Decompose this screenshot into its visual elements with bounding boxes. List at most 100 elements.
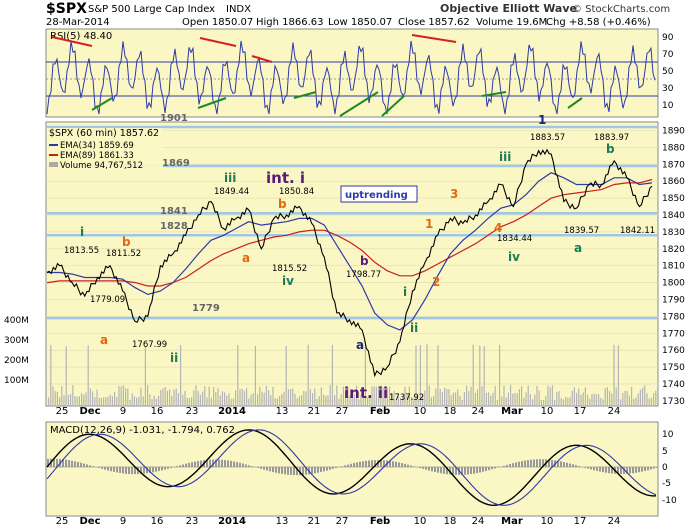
macd-histogram-bar (68, 460, 70, 467)
volume-bar (386, 388, 388, 406)
macd-histogram-bar (476, 467, 478, 474)
macd-tick-label: 0 (662, 463, 668, 473)
macd-histogram-bar (533, 459, 535, 467)
volume-bar (569, 397, 571, 406)
macd-histogram-bar (629, 467, 631, 474)
volume-bar (171, 395, 173, 406)
volume-bar (98, 397, 100, 406)
macd-histogram-bar (161, 467, 163, 471)
wave-b4-val: 1883.97 (594, 133, 629, 143)
volume-bar (518, 389, 520, 406)
wave-iv2-val: 1834.44 (497, 234, 532, 244)
wave-1o: 1 (425, 217, 433, 231)
volume-bar (318, 396, 320, 406)
macd-histogram-bar (125, 467, 127, 474)
macd-histogram-bar (551, 459, 553, 467)
volume-bar (109, 394, 111, 406)
date-label: 28-Mar-2014 (46, 17, 110, 28)
macd-histogram-bar (488, 467, 490, 471)
macd-histogram-bar (353, 463, 355, 467)
macd-histogram-bar (542, 459, 544, 467)
macd-histogram-bar (110, 467, 112, 472)
volume-bar (239, 389, 241, 406)
volume-bar (228, 393, 230, 406)
macd-histogram-bar (296, 467, 298, 476)
macd-histogram-bar (404, 463, 406, 467)
macd-histogram-bar (596, 467, 598, 471)
volume-bar (281, 394, 283, 406)
macd-histogram-bar (323, 467, 325, 472)
macd-histogram-bar (449, 467, 451, 475)
volume-bar (516, 393, 518, 406)
volume-bar (210, 397, 212, 406)
macd-histogram-bar (362, 461, 364, 467)
volume-bar (217, 388, 219, 406)
volume-bar (107, 396, 109, 406)
price-tick-label: 1770 (662, 329, 685, 339)
volume-bar (279, 395, 281, 406)
wave-1-val: 1883.57 (530, 133, 565, 143)
volume-bar (177, 393, 179, 406)
macd-histogram-bar (590, 467, 592, 470)
volume-bar (338, 398, 340, 406)
macd-histogram-bar (278, 467, 280, 474)
volume-bar (400, 397, 402, 406)
volume-bar (626, 390, 628, 406)
volume-bar (532, 399, 534, 406)
volume-bar (547, 385, 549, 406)
volume-bar (307, 344, 309, 406)
volume-bar (340, 394, 342, 406)
macd-histogram-bar (371, 460, 373, 467)
x-tick-label: Mar (501, 516, 523, 527)
macd-histogram-bar (206, 459, 208, 467)
macd-histogram-bar (605, 467, 607, 473)
macd-histogram-bar (260, 467, 262, 469)
macd-histogram-bar (572, 464, 574, 467)
volume-bar (175, 388, 177, 406)
macd-histogram-bar (506, 464, 508, 467)
macd-histogram-bar (143, 467, 145, 474)
volume-bar (536, 385, 538, 406)
macd-histogram-bar (179, 465, 181, 467)
macd-histogram-bar (365, 460, 367, 467)
macd-histogram-bar (380, 460, 382, 467)
open-value: Open 1850.07 (182, 17, 253, 28)
wave-i2: i (403, 285, 407, 299)
volume-bar (320, 387, 322, 406)
macd-histogram-bar (566, 462, 568, 467)
macd-histogram-bar (281, 467, 283, 474)
macd-histogram-bar (578, 466, 580, 467)
macd-histogram-bar (218, 459, 220, 467)
macd-histogram-bar (239, 462, 241, 467)
macd-histogram-bar (119, 467, 121, 473)
volume-bar (389, 386, 391, 406)
macd-histogram-bar (122, 467, 124, 474)
volume-bar (329, 385, 331, 406)
volume-bar (85, 392, 87, 406)
volume-bar (72, 385, 74, 406)
macd-histogram-bar (347, 464, 349, 467)
x-tick-label: 10 (414, 406, 427, 417)
rsi-tick-label: 70 (662, 50, 674, 60)
volume-bar (70, 394, 72, 406)
volume-bar (56, 391, 58, 406)
volume-bar (617, 345, 619, 406)
x-tick-label: 10 (541, 516, 554, 527)
legend-ema34: EMA(34) 1859.69 (60, 141, 134, 151)
wave-b1-val: 1811.52 (106, 249, 141, 259)
macd-histogram-bar (452, 467, 454, 475)
x-tick-label: 24 (472, 516, 485, 527)
price-tick-label: 1880 (662, 143, 685, 153)
volume-bar (312, 393, 314, 406)
volume-bar (523, 397, 525, 406)
volume-bar (507, 392, 509, 406)
volume-bar (301, 395, 303, 406)
volume-bar (131, 393, 133, 406)
volume-bar (180, 344, 182, 406)
volume-bar (470, 386, 472, 406)
volume-bar (122, 385, 124, 406)
volume-bar (116, 397, 118, 406)
macd-histogram-bar (197, 460, 199, 467)
macd-histogram-bar (56, 458, 58, 467)
volume-bar (584, 387, 586, 406)
